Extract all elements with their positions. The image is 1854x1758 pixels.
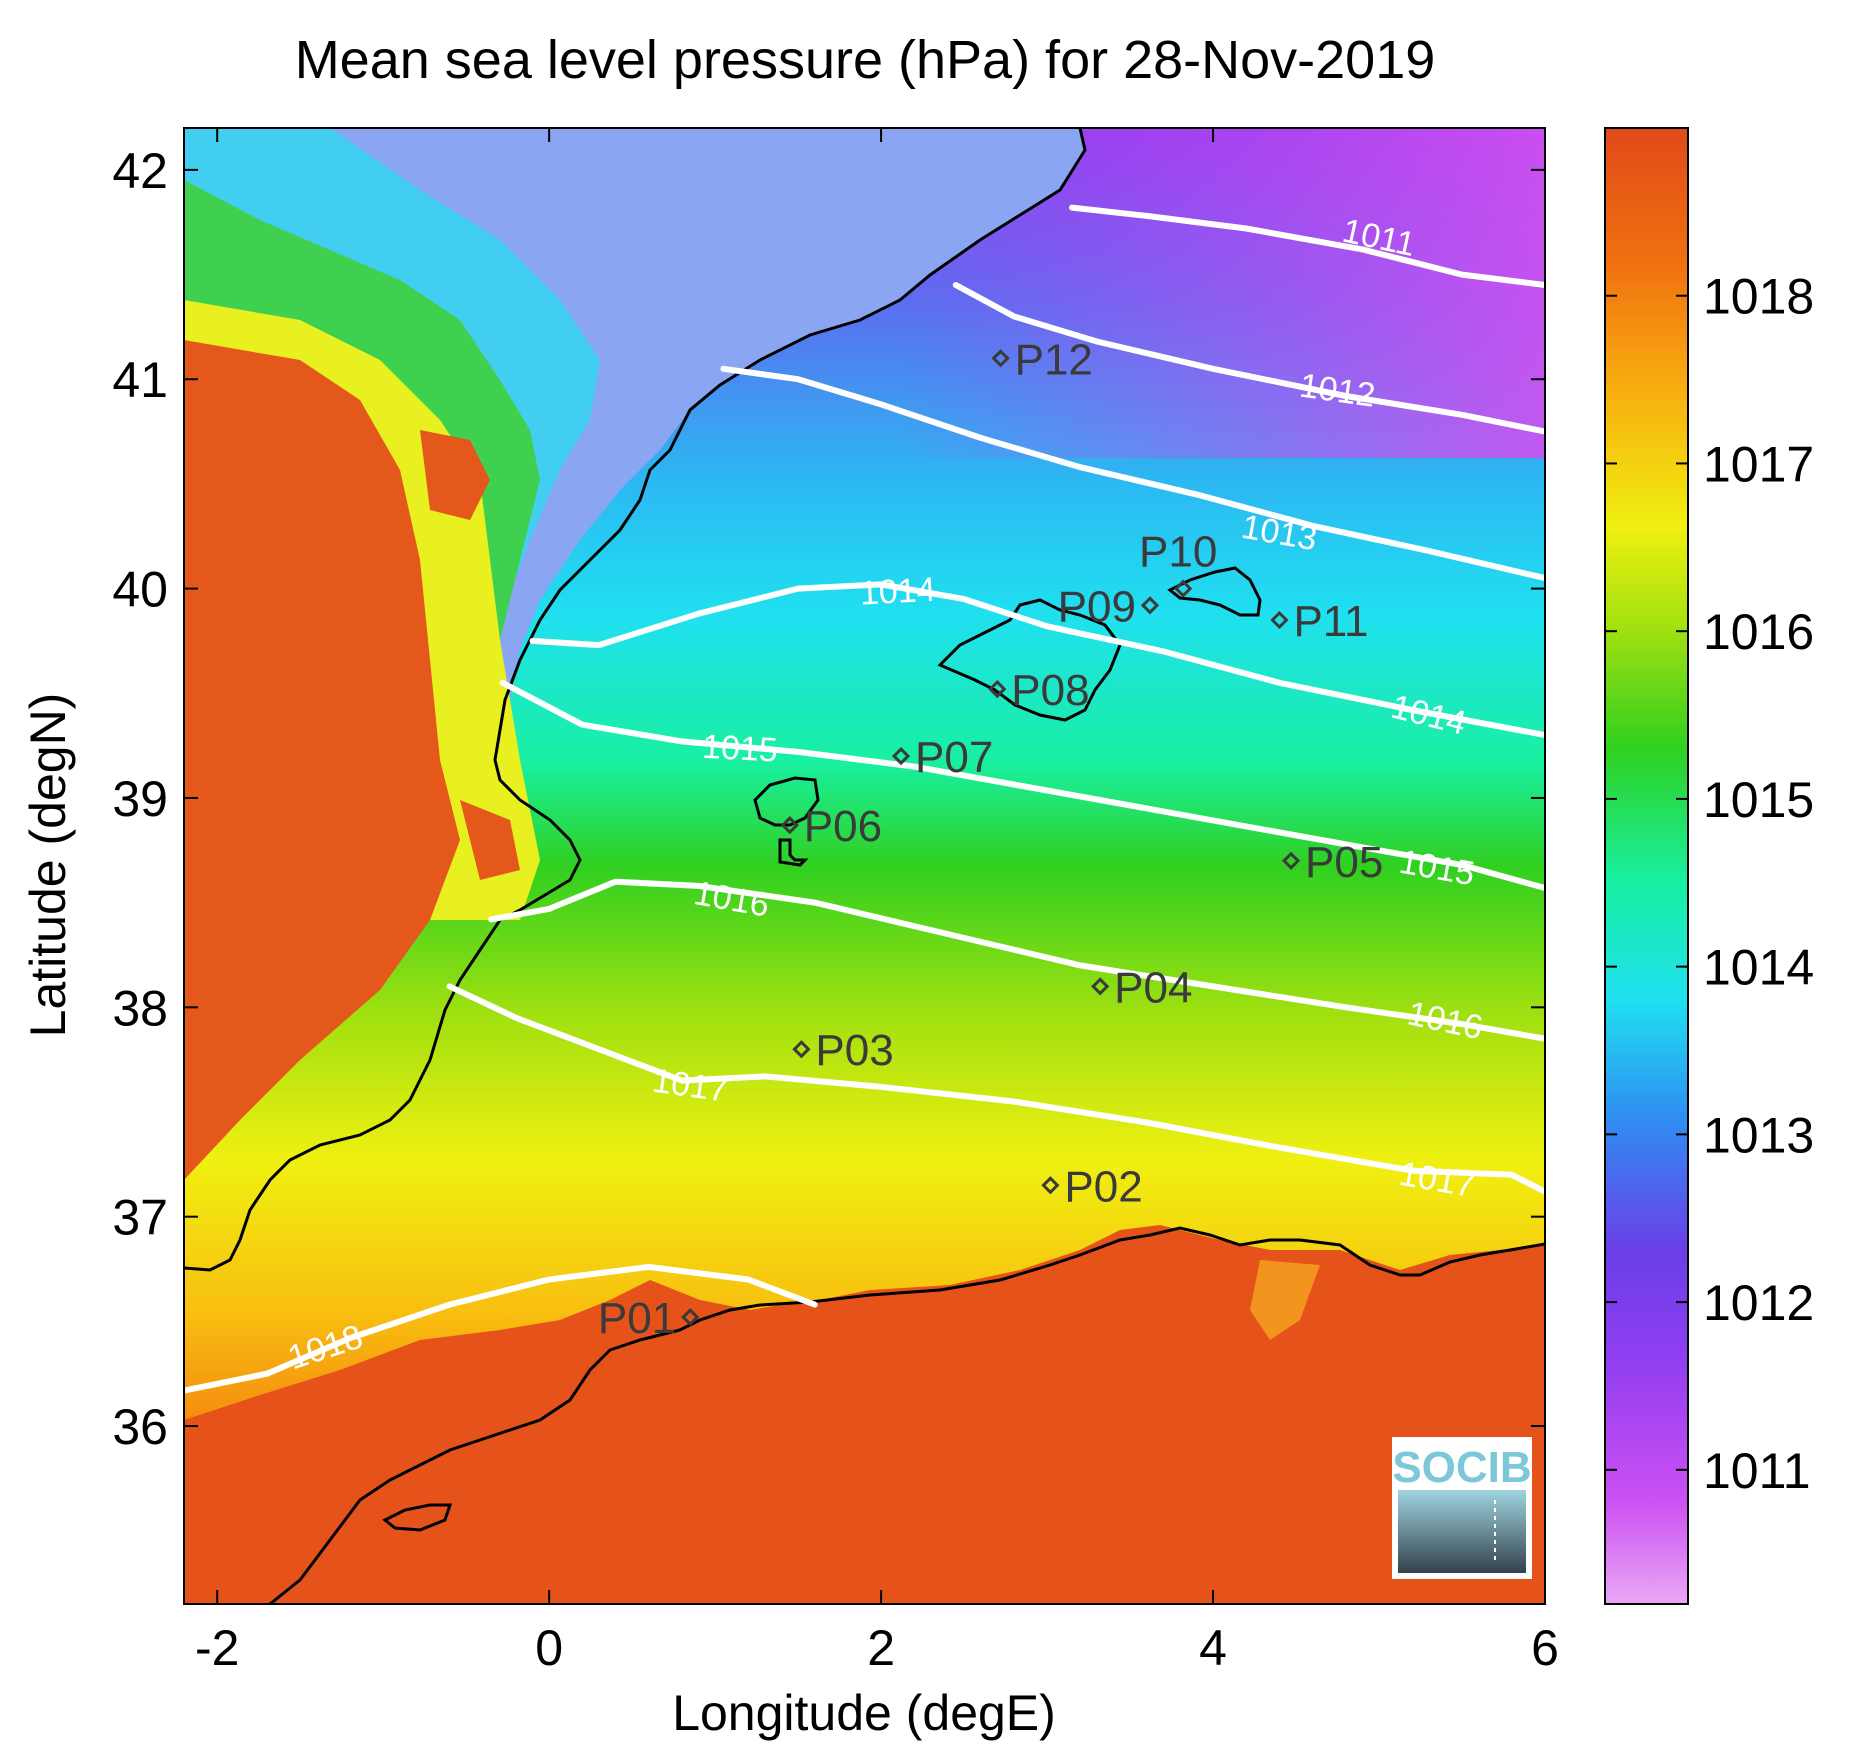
map-panel — [184, 128, 1545, 1604]
colorbar-tick-label: 1014 — [1703, 940, 1814, 996]
station-marker — [1281, 851, 1301, 870]
land-iberia-orange — [184, 340, 460, 1180]
map-frame — [183, 127, 1546, 1605]
isobar-1014 — [529, 581, 1545, 739]
station-label: P02 — [1064, 1162, 1142, 1211]
colorbar-gradient — [1604, 127, 1689, 1605]
coastline-formentera — [778, 838, 809, 867]
station-label: P10 — [1139, 528, 1217, 577]
station-marker — [1041, 1176, 1060, 1195]
station-marker — [1140, 596, 1160, 615]
isobar-label: 1015 — [701, 728, 779, 770]
colorbar-tick-label: 1011 — [1703, 1443, 1811, 1499]
isobar-1017 — [446, 983, 1545, 1195]
station-label: P03 — [815, 1026, 893, 1075]
station-label: P04 — [1114, 963, 1192, 1012]
colorbar: 1011 1012 1013 1014 1015 1016 1017 1018 — [1604, 127, 1814, 1605]
isobar-1016 — [488, 878, 1545, 1042]
land-south — [184, 1225, 1545, 1604]
station-label: P01 — [598, 1294, 676, 1343]
coastline-alboran — [382, 1503, 453, 1532]
x-tick-label: 4 — [1199, 1620, 1227, 1676]
station-label: P08 — [1011, 666, 1089, 715]
figure-title: Mean sea level pressure (hPa) for 28-Nov… — [295, 30, 1436, 90]
colorbar-tick-label: 1013 — [1703, 1107, 1814, 1163]
x-axis: -2 0 2 4 6 — [195, 128, 1559, 1676]
station-marker — [1174, 579, 1193, 598]
x-tick-label: 0 — [535, 1620, 563, 1676]
y-axis-label: Latitude (degN) — [20, 693, 76, 1038]
land-south-yellow — [1250, 1260, 1320, 1340]
station-marker — [1091, 977, 1110, 996]
station-marker — [991, 349, 1010, 368]
land-iberia-orange-patch — [420, 430, 520, 880]
y-tick-label: 37 — [112, 1190, 168, 1246]
colorbar-tick-label: 1015 — [1703, 772, 1814, 828]
x-axis-label: Longitude (degE) — [672, 1685, 1056, 1741]
colorbar-tick-label: 1018 — [1703, 269, 1814, 325]
isobar-1013 — [720, 365, 1545, 582]
coastline-iberia — [184, 128, 1087, 1272]
y-tick-label: 40 — [112, 562, 168, 618]
station-label: P06 — [804, 802, 882, 851]
station-marker — [988, 679, 1007, 699]
station-marker — [891, 746, 911, 766]
x-tick-label: -2 — [195, 1620, 239, 1676]
y-tick-label: 39 — [112, 771, 168, 827]
station-marker — [780, 816, 799, 835]
isobar-contours — [184, 204, 1545, 1394]
station-marker — [1270, 610, 1289, 630]
isobar-1018 — [184, 1263, 818, 1394]
socib-logo-text: SOCIB — [1392, 1443, 1531, 1492]
station-label: P12 — [1015, 335, 1093, 384]
colorbar-tick-label: 1012 — [1703, 1275, 1814, 1331]
isobar-label: 1014 — [859, 571, 937, 613]
y-axis: 36 37 38 39 40 41 42 — [112, 143, 1545, 1455]
station-label: P05 — [1305, 838, 1383, 887]
y-tick-label: 41 — [112, 352, 168, 408]
isobar-1015 — [499, 679, 1545, 891]
coastline-ibiza — [753, 776, 820, 827]
y-tick-label: 36 — [112, 1399, 168, 1455]
coastline-menorca — [1167, 566, 1262, 617]
socib-logo-image — [1398, 1490, 1526, 1573]
colorbar-tick-label: 1016 — [1703, 604, 1814, 660]
socib-logo: SOCIB — [1392, 1437, 1532, 1579]
isobar-1012 — [952, 282, 1545, 435]
y-tick-label: 38 — [112, 980, 168, 1036]
isobar-1011 — [1069, 204, 1545, 288]
colorbar-tick-label: 1017 — [1703, 436, 1814, 492]
station-label: P09 — [1058, 582, 1136, 631]
station-label: P11 — [1293, 597, 1368, 646]
station-marker — [792, 1040, 811, 1059]
y-tick-label: 42 — [112, 143, 168, 199]
colorbar-ticks: 1011 1012 1013 1014 1015 1016 1017 1018 — [1605, 269, 1814, 1499]
station-marker — [681, 1308, 700, 1327]
coastline-africa — [269, 1226, 1545, 1604]
station-label: P07 — [915, 733, 993, 782]
x-tick-label: 6 — [1531, 1620, 1559, 1676]
x-tick-label: 2 — [867, 1620, 895, 1676]
